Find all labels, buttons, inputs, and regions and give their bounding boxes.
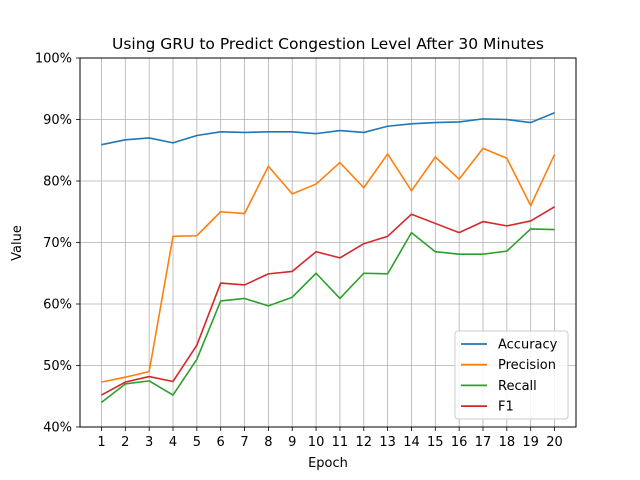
y-tick-label: 80% (43, 175, 72, 190)
y-tick-label: 40% (43, 421, 72, 436)
legend-label: Precision (498, 358, 556, 373)
x-tick-label: 6 (217, 435, 225, 450)
series-line-accuracy (101, 112, 555, 146)
series-line-f1 (101, 206, 555, 396)
x-tick-label: 9 (288, 435, 296, 450)
x-tick-label: 17 (475, 435, 492, 450)
y-tick-label: 70% (43, 236, 72, 251)
x-axis: 1 2 3 4 5 6 7 8 9 10 11 12 13 14 15 16 17 18 19 20 (97, 427, 563, 450)
y-axis-label: Value (10, 225, 25, 261)
x-tick-label: 12 (355, 435, 372, 450)
legend-box (454, 330, 569, 420)
x-tick-label: 3 (145, 435, 153, 450)
x-tick-label: 5 (193, 435, 201, 450)
x-axis-label: Epoch (308, 456, 348, 471)
series-line-recall (100, 228, 555, 404)
y-tick-label: 90% (43, 113, 72, 128)
x-tick-label: 7 (240, 435, 248, 450)
y-axis: 40% 50% 60% 70% 80% 90% 100% (35, 52, 80, 436)
x-tick-label: 4 (169, 435, 177, 450)
legend: Accuracy Precision Recall F1 (454, 330, 569, 420)
x-tick-label: 20 (546, 435, 563, 450)
x-tick-label: 13 (379, 435, 396, 450)
x-tick-label: 19 (522, 435, 539, 450)
y-tick-label: 60% (43, 298, 72, 313)
x-tick-label: 18 (499, 435, 516, 450)
legend-label: Recall (498, 379, 537, 394)
x-tick-label: 10 (308, 435, 325, 450)
x-tick-label: 15 (427, 435, 444, 450)
plot-frame (79, 57, 577, 428)
x-tick-label: 8 (264, 435, 272, 450)
chart-title: Using GRU to Predict Congestion Level Af… (112, 35, 544, 53)
legend-label: Accuracy (498, 338, 558, 353)
legend-label: F1 (498, 400, 514, 415)
x-tick-label: 14 (403, 435, 420, 450)
plot-area (100, 112, 556, 404)
x-tick-label: 1 (97, 435, 105, 450)
y-tick-label: 100% (35, 52, 72, 67)
x-tick-label: 11 (332, 435, 349, 450)
series-line-precision (101, 147, 556, 383)
y-tick-label: 50% (43, 359, 72, 374)
x-tick-label: 16 (451, 435, 468, 450)
x-tick-label: 2 (121, 435, 129, 450)
